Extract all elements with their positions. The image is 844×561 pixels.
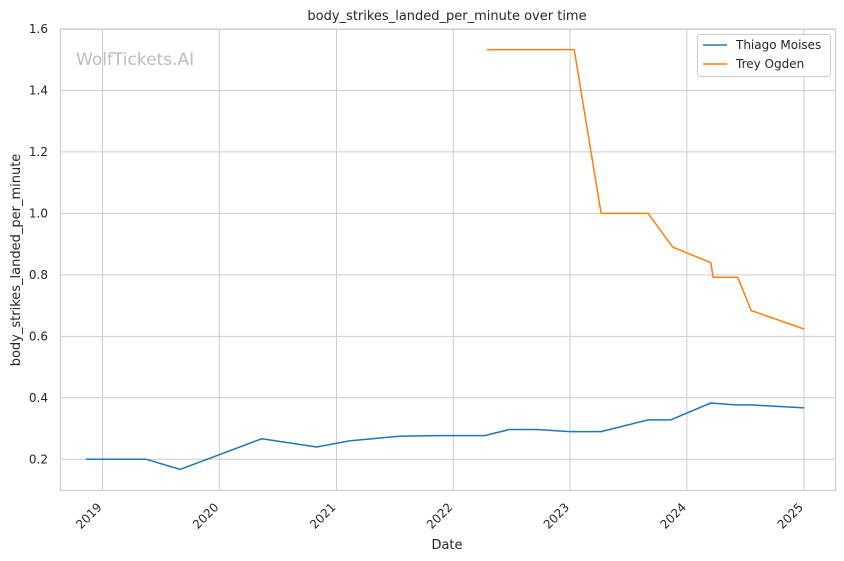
chart-title: body_strikes_landed_per_minute over time: [307, 9, 586, 24]
legend-label-trey-ogden: Trey Ogden: [735, 57, 804, 71]
plot-frame: [60, 29, 836, 491]
y-tick-label: 0.2: [29, 452, 48, 466]
y-tick-label: 0.6: [29, 329, 48, 343]
y-tick-label: 0.4: [29, 391, 48, 405]
y-tick-label: 1.2: [29, 145, 48, 159]
x-axis-label: Date: [431, 538, 462, 553]
series-line-thiago-moises: [85, 402, 805, 471]
data-series: [85, 48, 805, 471]
y-tick-label: 1.0: [29, 206, 48, 220]
watermark: WolfTickets.AI: [76, 50, 194, 70]
legend-label-thiago-moises: Thiago Moises: [735, 38, 821, 52]
series-line-trey-ogden: [486, 48, 805, 330]
y-axis-label: body_strikes_landed_per_minute: [9, 154, 24, 367]
legend-box: [697, 34, 831, 77]
y-tick-label: 1.4: [29, 83, 48, 97]
y-tick-label: 0.8: [29, 268, 48, 282]
y-tick-label: 1.6: [29, 22, 48, 36]
legend: Thiago Moises Trey Ogden: [697, 34, 831, 77]
